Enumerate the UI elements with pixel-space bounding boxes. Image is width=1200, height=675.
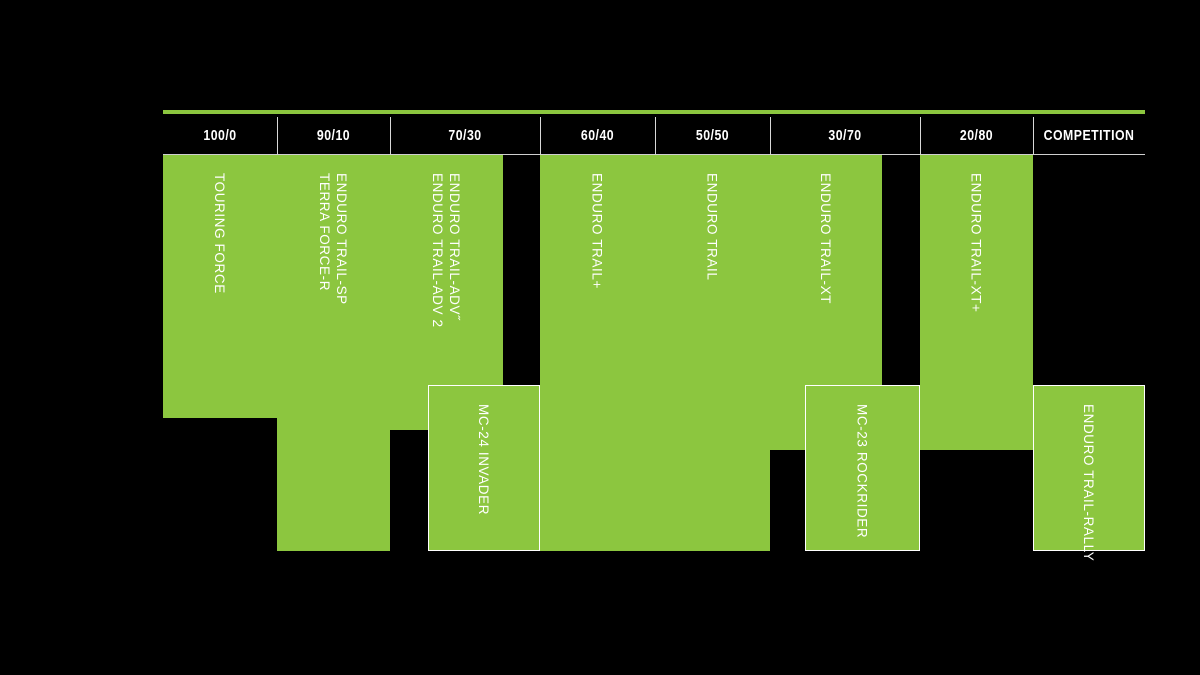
header-divider [390,117,391,155]
bar-label: ENDURO TRAIL-RALLY [1081,404,1096,562]
bar-label: ENDURO TRAIL [704,173,720,281]
bar-label: ENDURO TRAIL-ADV 2 [430,173,445,328]
header-underline [163,154,1145,155]
bar-enduro-trail[interactable]: ENDURO TRAIL [655,155,770,551]
bar-label-group: MC-23 ROCKRIDER [806,386,919,550]
column-header-100-0[interactable]: 100/0 [203,126,237,144]
header-divider [277,117,278,155]
header-divider [540,117,541,155]
column-header-50-50[interactable]: 50/50 [695,126,730,144]
column-header-30-70[interactable]: 30/70 [828,126,862,144]
top-accent-rule [163,110,1145,114]
bar-label-group: ENDURO TRAIL-XT+ [920,155,1033,450]
bar-mc-23-rockrider[interactable]: MC-23 ROCKRIDER [805,385,920,551]
bar-terra-force-r[interactable]: TERRA FORCE-R ENDURO TRAIL-SP [277,155,390,551]
bar-label-group: TOURING FORCE [163,155,277,418]
bar-label: ENDURO TRAIL-XT+ [968,173,984,313]
header-divider [770,117,771,155]
bar-label-group: ENDURO TRAIL [655,155,770,551]
bar-label: ENDURO TRAIL-SP [334,173,349,305]
bar-label: TERRA FORCE-R [317,173,332,292]
column-header-90-10[interactable]: 90/10 [316,126,351,144]
bar-touring-force[interactable]: TOURING FORCE [163,155,277,418]
bar-label-group: TERRA FORCE-R ENDURO TRAIL-SP [277,155,390,551]
header-divider [655,117,656,155]
bar-label: MC-24 INVADER [476,404,491,516]
header-divider [1033,117,1034,155]
bar-label: TOURING FORCE [212,173,227,294]
column-header-20-80[interactable]: 20/80 [959,126,994,144]
bar-mc-24-invader[interactable]: MC-24 INVADER [428,385,540,551]
bar-label-group: ENDURO TRAIL+ [540,155,655,551]
bar-enduro-trail-[interactable]: ENDURO TRAIL+ [540,155,655,551]
bar-label-group: ENDURO TRAIL-RALLY [1034,386,1144,561]
bar-label: ENDURO TRAIL-ADV˝ [447,173,462,321]
column-header-70-30[interactable]: 70/30 [448,126,482,144]
bar-label: ENDURO TRAIL-XT [818,173,833,305]
bar-label: MC-23 ROCKRIDER [854,404,870,539]
column-header-row [163,115,1145,155]
bar-enduro-trail-xt-[interactable]: ENDURO TRAIL-XT+ [920,155,1033,450]
bar-enduro-trail-rally[interactable]: ENDURO TRAIL-RALLY [1033,385,1145,561]
header-divider [920,117,921,155]
bar-label: ENDURO TRAIL+ [589,173,605,289]
column-header-60-40[interactable]: 60/40 [580,126,615,144]
bar-label-group: MC-24 INVADER [429,386,539,550]
column-header-competition[interactable]: COMPETITION [1043,126,1135,144]
